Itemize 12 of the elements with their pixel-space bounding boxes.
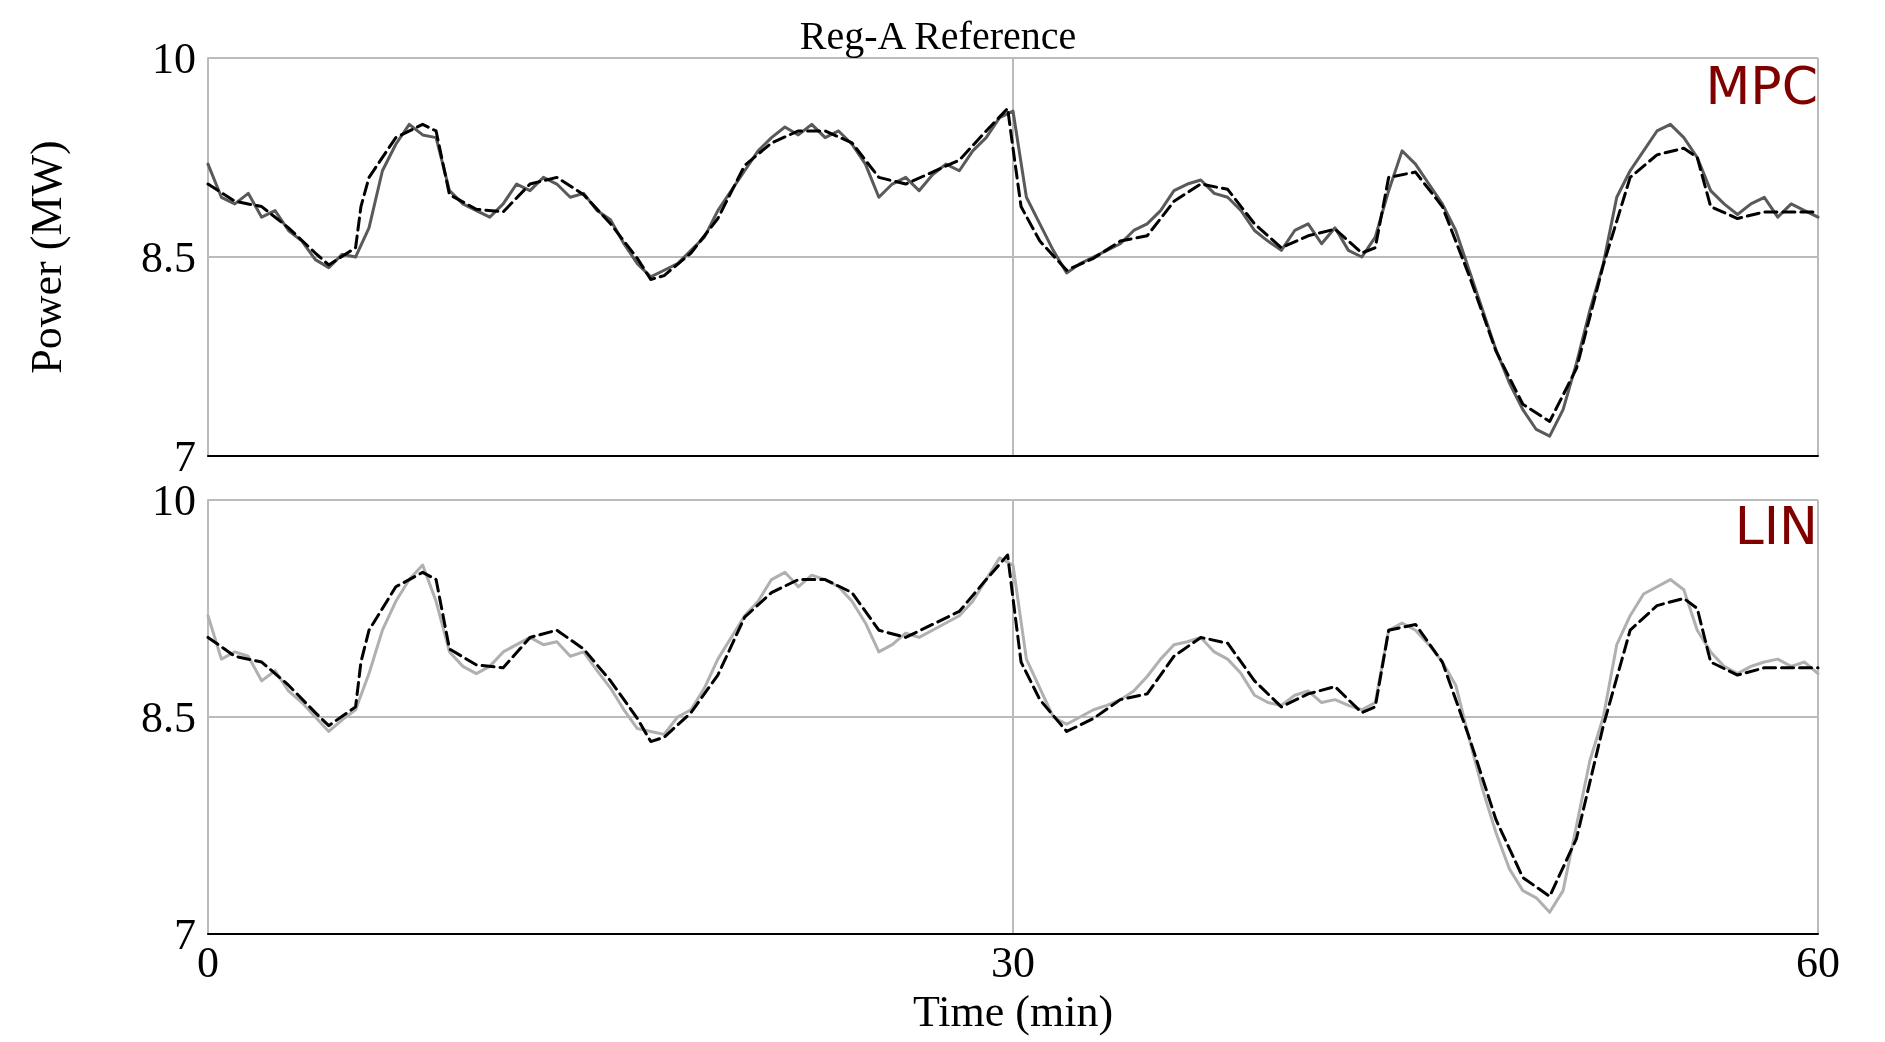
x-tick-label: 30	[991, 937, 1035, 987]
y-tick-label: 8.5	[141, 232, 196, 282]
annotation: MPC	[1705, 56, 1818, 116]
y-tick-label: 10	[152, 33, 196, 83]
chart-title: Reg-A Reference	[799, 12, 1077, 58]
y-tick-label: 8.5	[141, 692, 196, 742]
x-tick-label: 60	[1796, 937, 1840, 987]
x-tick-label: 0	[197, 937, 219, 987]
annotation: LIN	[1734, 496, 1819, 556]
y-axis-title: Power (MW)	[21, 140, 71, 374]
y-tick-label: 7	[174, 909, 196, 959]
x-axis-title: Time (min)	[912, 986, 1114, 1036]
